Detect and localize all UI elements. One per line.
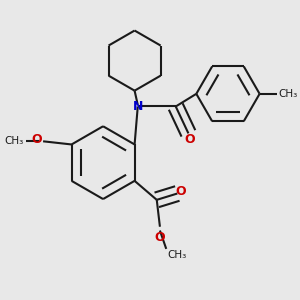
Text: CH₃: CH₃ — [279, 89, 298, 99]
Text: O: O — [154, 230, 165, 244]
Text: O: O — [31, 133, 41, 146]
Text: CH₃: CH₃ — [168, 250, 187, 260]
Text: O: O — [176, 185, 186, 198]
Text: CH₃: CH₃ — [5, 136, 24, 146]
Text: N: N — [133, 100, 143, 113]
Text: O: O — [185, 133, 195, 146]
